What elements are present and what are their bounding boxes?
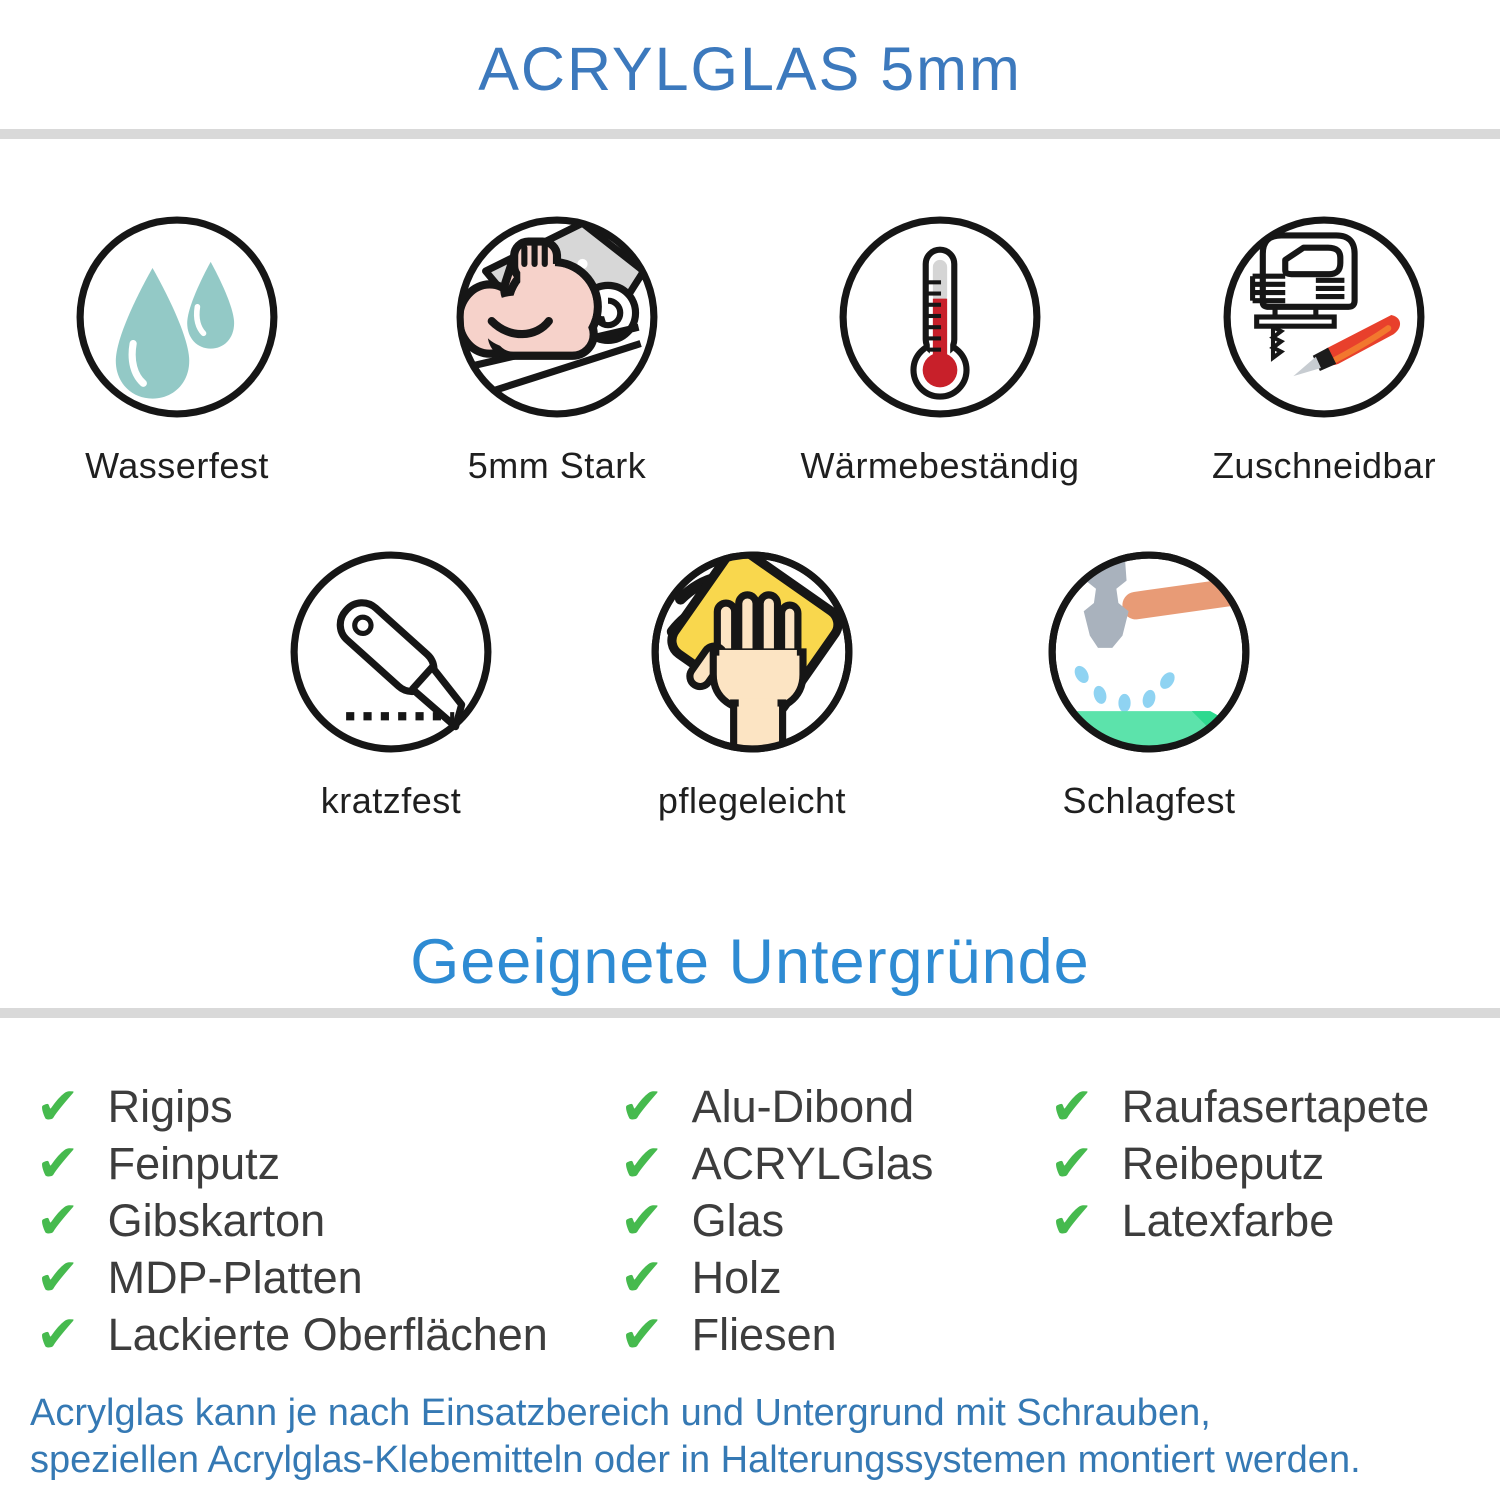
feature-wasserfest: Wasserfest <box>75 215 279 487</box>
check-icon: ✔ <box>1050 1190 1094 1251</box>
page-title: ACRYLGLAS 5mm <box>478 35 1022 103</box>
check-icon: ✔ <box>1050 1076 1094 1137</box>
substrate-label: Raufasertapete <box>1121 1080 1430 1132</box>
check-icon: ✔ <box>1050 1133 1094 1194</box>
check-icon: ✔ <box>620 1247 664 1308</box>
footer-note: Acrylglas kann je nach Einsatzbereich un… <box>30 1390 1361 1484</box>
feature-5mm-stark: 5mm Stark <box>455 215 659 487</box>
list-item: ✔ Rigips <box>36 1078 548 1135</box>
feature-label: Wärmebeständig <box>800 445 1080 486</box>
substrate-label: Fliesen <box>691 1308 837 1360</box>
substrate-column-1: ✔ Rigips ✔ Feinputz ✔ Gibskarton ✔ MDP-P… <box>36 1078 548 1363</box>
muscle-arm-icon <box>455 215 659 419</box>
list-item: ✔ Glas <box>620 1192 933 1249</box>
list-item: ✔ Reibeputz <box>1050 1135 1429 1192</box>
divider-bar <box>0 1008 1500 1018</box>
feature-kratzfest: kratzfest <box>289 550 493 822</box>
substrate-column-2: ✔ Alu-Dibond ✔ ACRYLGlas ✔ Glas ✔ Holz ✔… <box>620 1078 933 1363</box>
check-icon: ✔ <box>36 1133 80 1194</box>
check-icon: ✔ <box>620 1076 664 1137</box>
list-item: ✔ Holz <box>620 1249 933 1306</box>
substrate-label: ACRYLGlas <box>691 1137 934 1189</box>
footer-line-1: Acrylglas kann je nach Einsatzbereich un… <box>30 1392 1211 1434</box>
jigsaw-icon <box>1222 215 1426 419</box>
check-icon: ✔ <box>36 1076 80 1137</box>
feature-label: Zuschneidbar <box>1211 445 1437 486</box>
divider-bar <box>0 129 1500 139</box>
list-item: ✔ Raufasertapete <box>1050 1078 1429 1135</box>
substrate-label: Gibskarton <box>107 1194 326 1246</box>
list-item: ✔ Fliesen <box>620 1306 933 1363</box>
substrate-label: Holz <box>691 1251 782 1303</box>
substrate-label: Feinputz <box>107 1137 281 1189</box>
check-icon: ✔ <box>36 1190 80 1251</box>
list-item: ✔ MDP-Platten <box>36 1249 548 1306</box>
substrate-label: MDP-Platten <box>107 1251 363 1303</box>
substrate-label: Lackierte Oberflächen <box>107 1308 548 1360</box>
list-item: ✔ Feinputz <box>36 1135 548 1192</box>
section-title: Geeignete Untergründe <box>410 927 1090 997</box>
check-icon: ✔ <box>620 1133 664 1194</box>
hammer-icon <box>1047 550 1251 754</box>
feature-label: 5mm Stark <box>467 445 647 486</box>
cleaning-hand-icon <box>650 550 854 754</box>
feature-pflegeleicht: pflegeleicht <box>650 550 854 822</box>
footer-line-2: speziellen Acrylglas-Klebemitteln oder i… <box>30 1439 1361 1481</box>
substrate-label: Reibeputz <box>1121 1137 1325 1189</box>
thermometer-icon <box>838 215 1042 419</box>
feature-label: kratzfest <box>320 780 462 821</box>
check-icon: ✔ <box>620 1304 664 1365</box>
check-icon: ✔ <box>36 1247 80 1308</box>
list-item: ✔ Lackierte Oberflächen <box>36 1306 548 1363</box>
feature-schlagfest: Schlagfest <box>1047 550 1251 822</box>
substrate-column-3: ✔ Raufasertapete ✔ Reibeputz ✔ Latexfarb… <box>1050 1078 1429 1249</box>
feature-label: Schlagfest <box>1062 780 1236 821</box>
check-icon: ✔ <box>36 1304 80 1365</box>
substrate-label: Alu-Dibond <box>691 1080 915 1132</box>
utility-knife-icon <box>289 550 493 754</box>
feature-waermebestaendig: Wärmebeständig <box>800 215 1079 487</box>
feature-zuschneidbar: Zuschneidbar <box>1212 215 1436 487</box>
list-item: ✔ Alu-Dibond <box>620 1078 933 1135</box>
list-item: ✔ Gibskarton <box>36 1192 548 1249</box>
check-icon: ✔ <box>620 1190 664 1251</box>
substrate-label: Latexfarbe <box>1121 1194 1335 1246</box>
feature-label: Wasserfest <box>85 445 269 486</box>
list-item: ✔ Latexfarbe <box>1050 1192 1429 1249</box>
list-item: ✔ ACRYLGlas <box>620 1135 933 1192</box>
feature-label: pflegeleicht <box>657 780 847 821</box>
substrate-label: Glas <box>691 1194 785 1246</box>
substrate-label: Rigips <box>107 1080 233 1132</box>
water-drops-icon <box>75 215 279 419</box>
